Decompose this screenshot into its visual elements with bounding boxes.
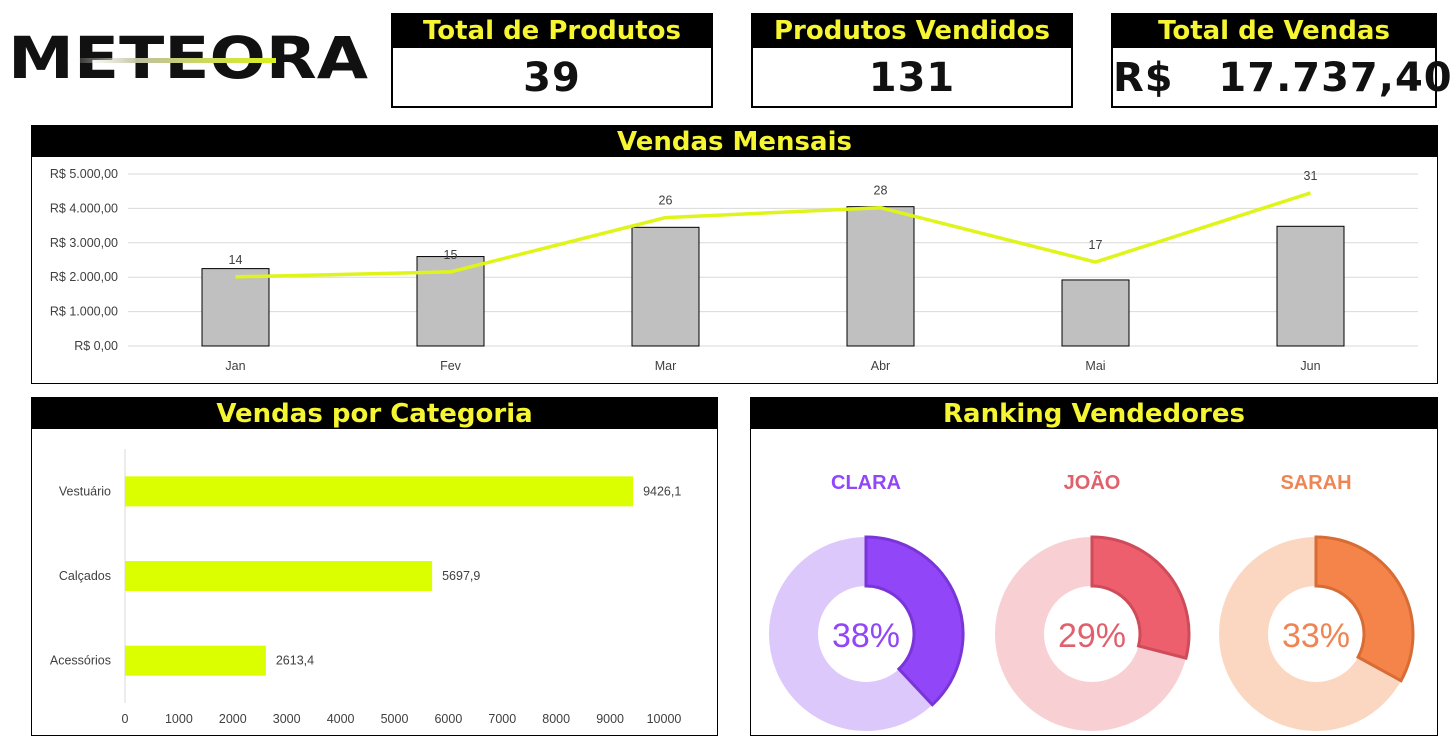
kpi-title: Total de Vendas	[1113, 15, 1435, 48]
y-tick-label: R$ 1.000,00	[50, 305, 118, 319]
x-tick-label: 7000	[488, 712, 516, 726]
x-tick-label: 2000	[219, 712, 247, 726]
category-label: Calçados	[59, 569, 111, 583]
x-tick-label: 3000	[273, 712, 301, 726]
x-tick-label: Fev	[440, 359, 462, 373]
bar	[125, 476, 634, 507]
panel-title: Vendas por Categoria	[32, 398, 717, 429]
x-tick-label: 1000	[165, 712, 193, 726]
kpi-title: Total de Produtos	[393, 15, 711, 48]
seller-name: CLARA	[831, 472, 901, 494]
bar	[1276, 225, 1345, 347]
kpi-title: Produtos Vendidos	[753, 15, 1071, 48]
y-tick-label: R$ 5.000,00	[50, 167, 118, 181]
x-tick-label: 9000	[596, 712, 624, 726]
kpi-value: 131	[868, 55, 956, 101]
data-label: 26	[659, 194, 673, 208]
x-tick-label: 10000	[647, 712, 682, 726]
bar	[631, 226, 700, 347]
bar	[1061, 279, 1130, 347]
bar	[201, 268, 270, 347]
y-tick-label: R$ 4.000,00	[50, 201, 118, 215]
data-label: 15	[444, 248, 458, 262]
bar	[125, 645, 266, 676]
panel-title: Vendas Mensais	[32, 126, 1437, 157]
category-label: Vestuário	[59, 484, 111, 498]
data-label: 2613,4	[276, 654, 314, 668]
percent-label: 29%	[1058, 617, 1126, 655]
y-tick-label: R$ 2.000,00	[50, 270, 118, 284]
panel-title: Ranking Vendedores	[751, 398, 1437, 429]
data-label: 5697,9	[442, 569, 480, 583]
data-label: 17	[1089, 238, 1103, 252]
donut-slice	[864, 535, 965, 707]
kpi-total-vendas: Total de Vendas R$ 17.737,40	[1111, 13, 1453, 108]
panel-vendas-mensais: Vendas Mensais R$ 0,00 R$ 1.000,00 R$ 2.00…	[31, 125, 1438, 384]
kpi-value: 39	[523, 55, 581, 101]
x-tick-label: 0	[122, 712, 129, 726]
kpi-produtos-vendidos: Produtos Vendidos 131	[751, 13, 1073, 108]
y-tick-label: R$ 3.000,00	[50, 236, 118, 250]
bar	[846, 206, 915, 347]
data-label: 28	[874, 184, 888, 198]
bar	[416, 256, 485, 347]
bar	[125, 561, 433, 591]
x-tick-label: 6000	[434, 712, 462, 726]
data-label: 31	[1304, 169, 1318, 183]
series-line	[235, 191, 1312, 279]
seller-name: JOÃO	[1064, 471, 1121, 494]
x-tick-label: Jan	[225, 359, 245, 373]
category-sales-chart: 0 1000 2000 3000 4000 5000 6000 7000 8000 9000 100…	[50, 449, 682, 726]
donut-slice	[1090, 535, 1191, 660]
meteora-logo: METEORA	[8, 28, 368, 90]
percent-label: 38%	[832, 617, 900, 655]
x-tick-label: Jun	[1300, 359, 1320, 373]
x-tick-label: 4000	[327, 712, 355, 726]
data-label: 14	[229, 253, 243, 267]
panel-vendas-categoria: Vendas por Categoria 0 1000 2000 3000 4000 50…	[31, 397, 718, 736]
percent-label: 33%	[1282, 617, 1350, 655]
ranking-donuts: CLARA 38% JOÃO 29% SARAH 33%	[769, 471, 1415, 731]
x-tick-label: 8000	[542, 712, 570, 726]
x-tick-label: 5000	[381, 712, 409, 726]
monthly-sales-chart: R$ 0,00 R$ 1.000,00 R$ 2.000,00 R$ 3.000,00…	[50, 167, 1418, 373]
kpi-total-produtos: Total de Produtos 39	[391, 13, 713, 108]
kpi-value: R$ 17.737,40	[1113, 55, 1453, 101]
y-tick-label: R$ 0,00	[74, 339, 118, 353]
category-label: Acessórios	[50, 654, 111, 668]
x-tick-label: Mar	[655, 359, 677, 373]
panel-ranking-vendedores: Ranking Vendedores CLARA 38% JOÃO 29% SARAH 3…	[750, 397, 1438, 736]
seller-name: SARAH	[1280, 472, 1351, 494]
x-tick-label: Abr	[871, 359, 890, 373]
donut-slice	[1314, 535, 1415, 683]
data-label: 9426,1	[643, 484, 681, 498]
x-tick-label: Mai	[1085, 359, 1105, 373]
